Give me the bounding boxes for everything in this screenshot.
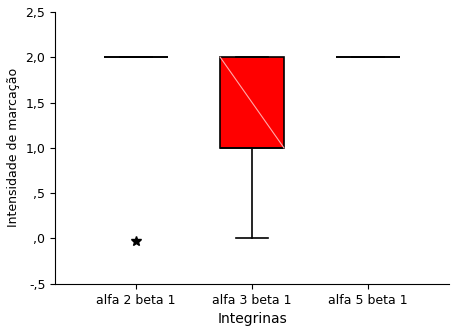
Y-axis label: Intensidade de marcação: Intensidade de marcação [7, 68, 20, 227]
X-axis label: Integrinas: Integrinas [217, 312, 286, 326]
PathPatch shape [220, 57, 283, 148]
